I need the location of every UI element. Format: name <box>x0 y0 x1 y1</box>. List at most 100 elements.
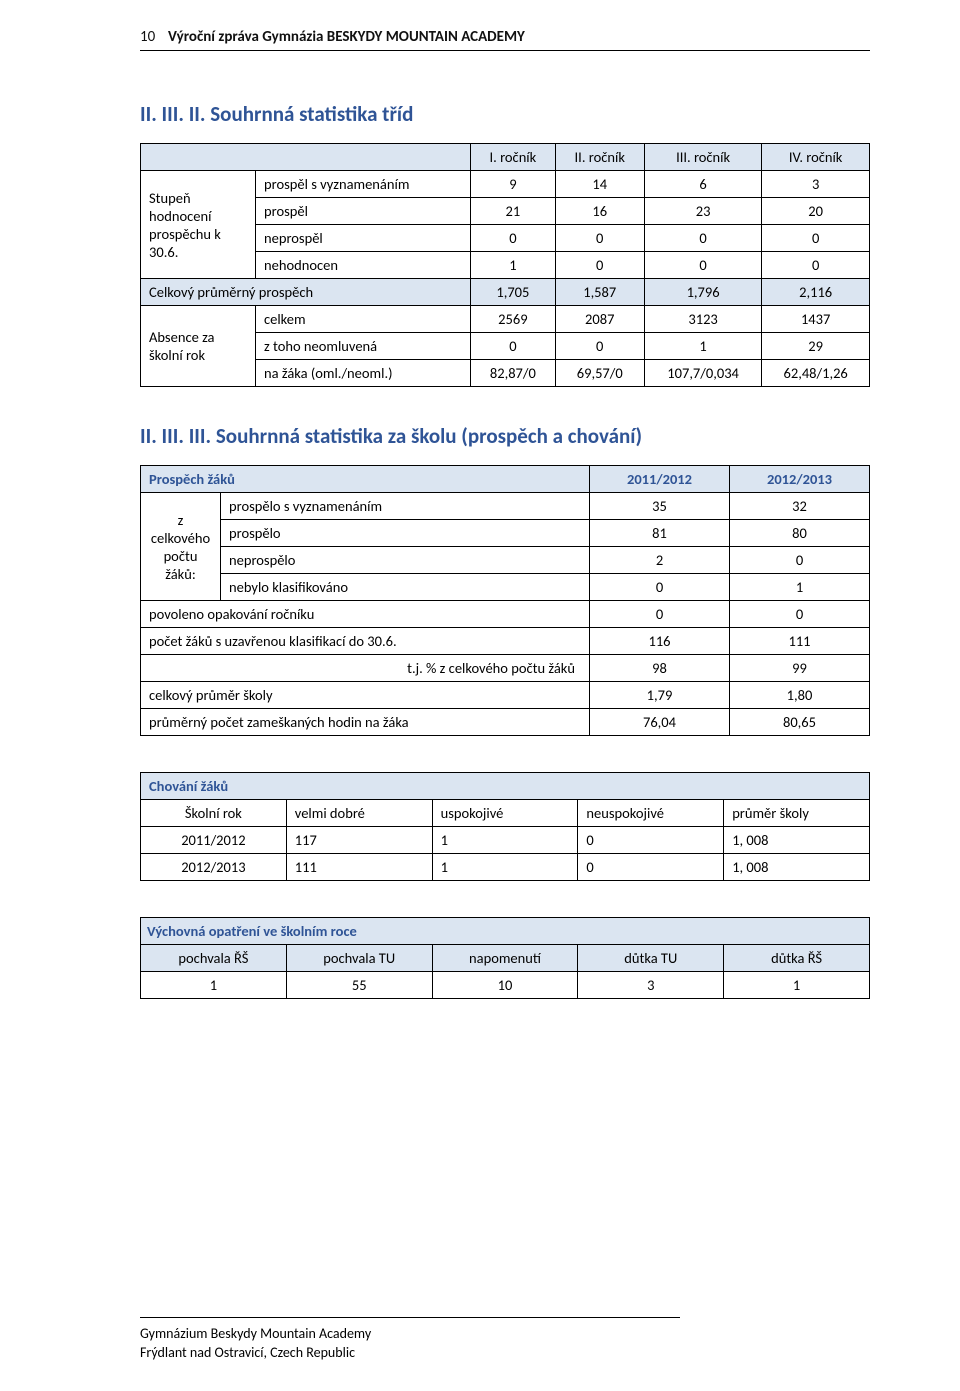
cell: 0 <box>578 854 724 881</box>
cell: 20 <box>762 198 870 225</box>
table-school-stats: Prospěch žáků 2011/2012 2012/2013 z celk… <box>140 465 870 736</box>
table-measures: Výchovná opatření ve školním roce pochva… <box>140 917 870 999</box>
cell: 0 <box>762 252 870 279</box>
table-row: počet žáků s uzavřenou klasifikací do 30… <box>141 628 870 655</box>
cell: 16 <box>555 198 644 225</box>
t4-h1: pochvala TU <box>286 945 432 972</box>
cell: 1, 008 <box>724 854 870 881</box>
row-label: prospělo <box>221 520 590 547</box>
cell: 3123 <box>644 306 761 333</box>
footer-line-1: Gymnázium Beskydy Mountain Academy <box>140 1324 680 1344</box>
cell: 117 <box>286 827 432 854</box>
cell: 0 <box>590 601 730 628</box>
table3-title-row: Chování žáků <box>141 773 870 800</box>
cell: 62,48/1,26 <box>762 360 870 387</box>
header-empty <box>141 144 471 171</box>
cell: 116 <box>590 628 730 655</box>
cell: 0 <box>644 252 761 279</box>
t3-h0: Školní rok <box>141 800 287 827</box>
cell: 3 <box>578 972 724 999</box>
t2-head-1: 2011/2012 <box>590 466 730 493</box>
cell: 69,57/0 <box>555 360 644 387</box>
t4-h2: napomenutí <box>432 945 578 972</box>
table2-header-row: Prospěch žáků 2011/2012 2012/2013 <box>141 466 870 493</box>
cell: 14 <box>555 171 644 198</box>
table-row: Absence za školní rok celkem 2569 2087 3… <box>141 306 870 333</box>
cell: 1 <box>432 827 578 854</box>
t3-title: Chování žáků <box>141 773 870 800</box>
table-row: průměrný počet zameškaných hodin na žáka… <box>141 709 870 736</box>
cell: 6 <box>644 171 761 198</box>
table-class-stats: I. ročník II. ročník III. ročník IV. roč… <box>140 143 870 387</box>
cell: 0 <box>762 225 870 252</box>
side-label-text: z celkového počtu žáků: <box>151 511 210 583</box>
row-label: prospělo s vyznamenáním <box>221 493 590 520</box>
row-label: celkový průměr školy <box>141 682 590 709</box>
cell: 35 <box>590 493 730 520</box>
row-label: povoleno opakování ročníku <box>141 601 590 628</box>
row-label: prospěl s vyznamenáním <box>256 171 471 198</box>
cell: 2087 <box>555 306 644 333</box>
col-head-3: III. ročník <box>644 144 761 171</box>
t2-head-2: 2012/2013 <box>730 466 870 493</box>
table-row: prospělo 81 80 <box>141 520 870 547</box>
cell: 2012/2013 <box>141 854 287 881</box>
cell: 98 <box>590 655 730 682</box>
table-row: celkový průměr školy 1,79 1,80 <box>141 682 870 709</box>
cell: 111 <box>286 854 432 881</box>
cell: 1,796 <box>644 279 761 306</box>
t3-h2: uspokojivé <box>432 800 578 827</box>
cell: 55 <box>286 972 432 999</box>
row-label: neprospělo <box>221 547 590 574</box>
t3-h1: velmi dobré <box>286 800 432 827</box>
cell: 3 <box>762 171 870 198</box>
t4-title: Výchovná opatření ve školním roce <box>141 918 870 945</box>
cell: 0 <box>730 547 870 574</box>
row-label: t.j. % z celkového počtu žáků <box>141 655 590 682</box>
cell: 99 <box>730 655 870 682</box>
t3-h4: průměr školy <box>724 800 870 827</box>
table4-title-row: Výchovná opatření ve školním roce <box>141 918 870 945</box>
row-label: počet žáků s uzavřenou klasifikací do 30… <box>141 628 590 655</box>
t4-h0: pochvala ŘŠ <box>141 945 287 972</box>
document-page: 10 Výroční zpráva Gymnázia BESKYDY MOUNT… <box>0 0 960 1391</box>
cell: 2,116 <box>762 279 870 306</box>
cell: 1 <box>730 574 870 601</box>
group2-label: Absence za školní rok <box>141 306 256 387</box>
cell: 10 <box>432 972 578 999</box>
col-head-1: I. ročník <box>471 144 555 171</box>
cell: 107,7/0,034 <box>644 360 761 387</box>
cell: 0 <box>555 225 644 252</box>
table3-header-row: Školní rok velmi dobré uspokojivé neuspo… <box>141 800 870 827</box>
cell: 1,80 <box>730 682 870 709</box>
row-label: neprospěl <box>256 225 471 252</box>
row-label: na žáka (oml./neoml.) <box>256 360 471 387</box>
t2-head-0: Prospěch žáků <box>141 466 590 493</box>
page-number: 10 <box>140 28 168 46</box>
row-label: celkem <box>256 306 471 333</box>
cell: 1,587 <box>555 279 644 306</box>
cell: 0 <box>644 225 761 252</box>
header-title: Výroční zpráva Gymnázia BESKYDY MOUNTAIN… <box>168 28 525 46</box>
cell: 0 <box>471 333 555 360</box>
side-label-cell: z celkového počtu žáků: <box>141 493 221 601</box>
col-head-2: II. ročník <box>555 144 644 171</box>
table-row: t.j. % z celkového počtu žáků 98 99 <box>141 655 870 682</box>
page-header: 10 Výroční zpráva Gymnázia BESKYDY MOUNT… <box>140 28 870 51</box>
cell: 1,79 <box>590 682 730 709</box>
cell: 81 <box>590 520 730 547</box>
t4-h3: důtka TU <box>578 945 724 972</box>
table4-header-row: pochvala ŘŠ pochvala TU napomenutí důtka… <box>141 945 870 972</box>
row-label: průměrný počet zameškaných hodin na žáka <box>141 709 590 736</box>
table-row: z celkového počtu žáků: prospělo s vyzna… <box>141 493 870 520</box>
avg-label: Celkový průměrný prospěch <box>141 279 471 306</box>
table-row: 2012/2013 111 1 0 1, 008 <box>141 854 870 881</box>
page-footer: Gymnázium Beskydy Mountain Academy Frýdl… <box>140 1317 680 1363</box>
row-label: z toho neomluvená <box>256 333 471 360</box>
cell: 0 <box>730 601 870 628</box>
row-label: nehodnocen <box>256 252 471 279</box>
cell: 2 <box>590 547 730 574</box>
cell: 1 <box>141 972 287 999</box>
table-row: 2011/2012 117 1 0 1, 008 <box>141 827 870 854</box>
cell: 23 <box>644 198 761 225</box>
